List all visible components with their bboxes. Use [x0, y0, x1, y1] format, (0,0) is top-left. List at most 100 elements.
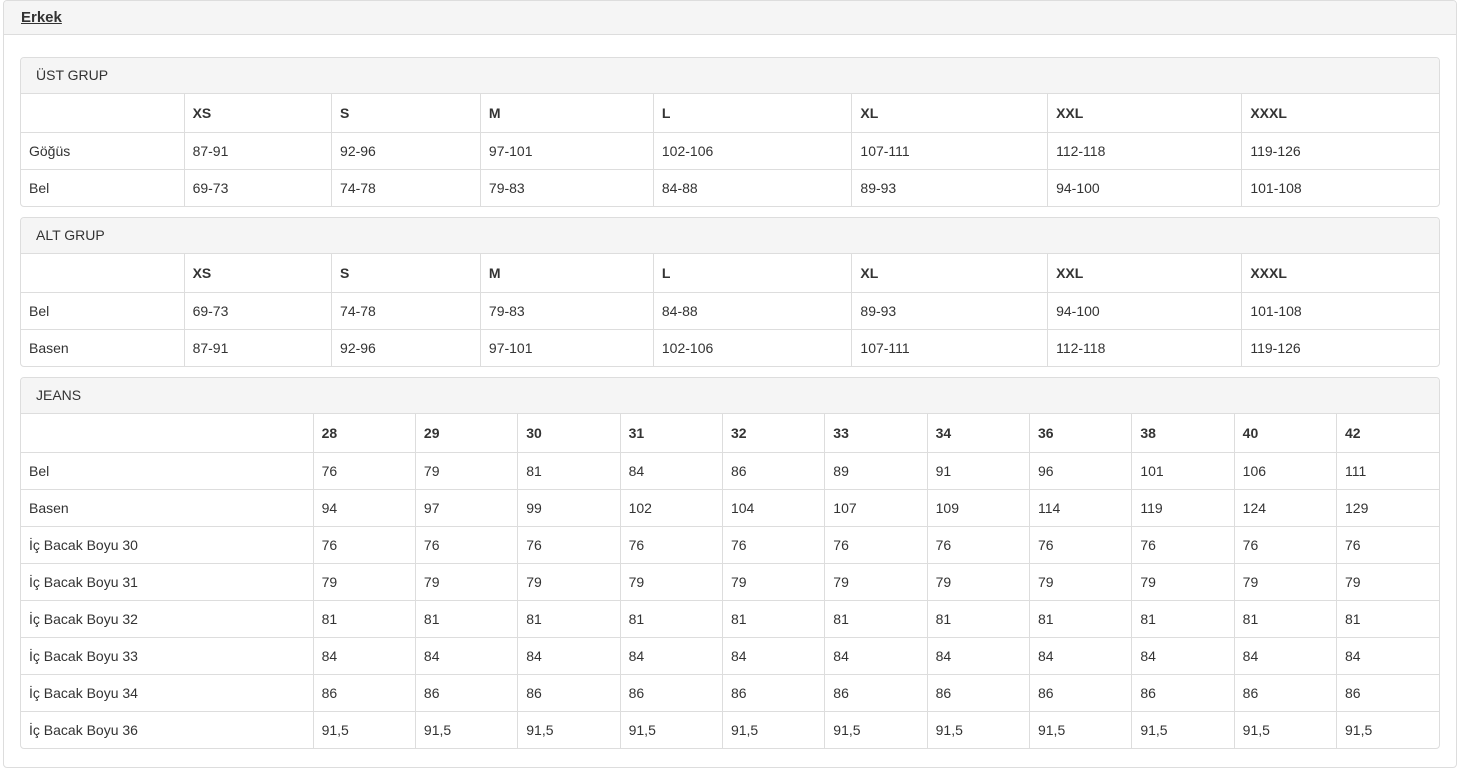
group-link-erkek[interactable]: Erkek: [21, 9, 62, 26]
size-column-header: XXXL: [1241, 93, 1440, 133]
measurement-value: 91,5: [517, 711, 621, 749]
measurement-value: 86: [1028, 674, 1133, 712]
size-table-jeans: 28 29 30 31 32 33 34 36 38 40 42 Bel 76 79 81 84 86 89 91…: [20, 413, 1440, 749]
measurement-value: 84: [312, 637, 416, 675]
measurement-value: 86: [1131, 674, 1235, 712]
measurement-value: 81: [517, 452, 621, 490]
panel-alt-grup: ALT GRUP XS S M L XL XXL XXXL Bel 69-73 74-78 79-…: [20, 217, 1440, 367]
measurement-value: 76: [721, 526, 826, 564]
panel-heading: ÜST GRUP: [21, 58, 1439, 94]
measurement-value: 99: [517, 489, 621, 527]
measurement-value: 119: [1131, 489, 1235, 527]
measurement-value: 81: [1131, 600, 1235, 638]
measurement-value: 81: [619, 600, 723, 638]
measurement-value: 81: [414, 600, 519, 638]
measurement-value: 94-100: [1047, 169, 1243, 207]
measurement-value: 81: [1233, 600, 1338, 638]
size-column-header: 30: [517, 413, 621, 453]
panel-title: ÜST GRUP: [36, 67, 109, 83]
measurement-value: 102-106: [652, 132, 853, 170]
size-column-header: XXXL: [1241, 253, 1440, 293]
measurement-value: 79: [414, 452, 519, 490]
measurement-value: 86: [414, 674, 519, 712]
measurement-label: Basen: [20, 329, 185, 367]
measurement-value: 84: [721, 637, 826, 675]
size-column-header: L: [652, 253, 853, 293]
measurement-value: 87-91: [183, 132, 333, 170]
measurement-value: 89-93: [851, 169, 1049, 207]
size-column-header: 38: [1131, 413, 1235, 453]
measurement-value: 86: [312, 674, 416, 712]
measurement-value: 81: [926, 600, 1030, 638]
measurement-value: 111: [1336, 452, 1440, 490]
measurement-value: 91,5: [926, 711, 1030, 749]
measurement-value: 114: [1028, 489, 1133, 527]
measurement-value: 86: [721, 674, 826, 712]
corner-cell: [20, 93, 185, 133]
measurement-value: 79: [721, 563, 826, 601]
measurement-value: 101: [1131, 452, 1235, 490]
measurement-label: Bel: [20, 452, 314, 490]
measurement-value: 84: [1336, 637, 1440, 675]
size-panels: ÜST GRUP XS S M L XL XXL XXXL Göğüs 87-91 92-96 9…: [4, 35, 1456, 767]
measurement-value: 92-96: [331, 132, 481, 170]
measurement-value: 76: [824, 526, 928, 564]
measurement-value: 76: [312, 526, 416, 564]
measurement-value: 91,5: [414, 711, 519, 749]
measurement-value: 84: [517, 637, 621, 675]
size-column-header: XL: [851, 93, 1049, 133]
measurement-value: 84: [824, 637, 928, 675]
measurement-row: İç Bacak Boyu 32 81 81 81 81 81 81 81 81 81 81 81: [20, 600, 1440, 638]
corner-cell: [20, 253, 185, 293]
measurement-value: 86: [517, 674, 621, 712]
size-column-header: L: [652, 93, 853, 133]
measurement-value: 91,5: [312, 711, 416, 749]
measurement-value: 124: [1233, 489, 1338, 527]
size-header-row: XS S M L XL XXL XXXL: [20, 93, 1440, 133]
measurement-value: 86: [721, 452, 826, 490]
measurement-value: 119-126: [1241, 329, 1440, 367]
measurement-label: Göğüs: [20, 132, 185, 170]
measurement-row: İç Bacak Boyu 33 84 84 84 84 84 84 84 84 84 84 84: [20, 637, 1440, 675]
measurement-value: 84-88: [652, 292, 853, 330]
measurement-value: 69-73: [183, 169, 333, 207]
panel-title: JEANS: [36, 387, 82, 403]
measurement-label: İç Bacak Boyu 32: [20, 600, 314, 638]
measurement-value: 79: [1131, 563, 1235, 601]
size-column-header: 40: [1233, 413, 1338, 453]
size-column-header: 36: [1028, 413, 1133, 453]
size-column-header: XXL: [1047, 93, 1243, 133]
corner-cell: [20, 413, 314, 453]
measurement-value: 76: [1336, 526, 1440, 564]
measurement-value: 97-101: [479, 329, 654, 367]
measurement-value: 76: [517, 526, 621, 564]
measurement-value: 129: [1336, 489, 1440, 527]
measurement-value: 79: [312, 563, 416, 601]
panel-heading: JEANS: [21, 378, 1439, 414]
measurement-value: 96: [1028, 452, 1133, 490]
size-column-header: S: [331, 253, 481, 293]
measurement-row: Bel 69-73 74-78 79-83 84-88 89-93 94-100 101-10…: [20, 292, 1440, 330]
measurement-value: 79: [517, 563, 621, 601]
measurement-label: İç Bacak Boyu 33: [20, 637, 314, 675]
size-guide-panel: Erkek ÜST GRUP XS S M L XL XXL XXXL Göğüs 87-91…: [3, 0, 1457, 768]
measurement-value: 91,5: [1336, 711, 1440, 749]
measurement-value: 86: [619, 674, 723, 712]
measurement-value: 91,5: [1028, 711, 1133, 749]
measurement-value: 79: [926, 563, 1030, 601]
measurement-value: 109: [926, 489, 1030, 527]
measurement-value: 79: [824, 563, 928, 601]
measurement-row: Basen 87-91 92-96 97-101 102-106 107-111 112-1…: [20, 329, 1440, 367]
measurement-value: 79: [619, 563, 723, 601]
size-table-ust-grup: XS S M L XL XXL XXXL Göğüs 87-91 92-96 97-101 102-…: [20, 93, 1440, 207]
size-column-header: XS: [183, 253, 333, 293]
measurement-value: 102-106: [652, 329, 853, 367]
measurement-value: 86: [926, 674, 1030, 712]
measurement-value: 84: [1131, 637, 1235, 675]
measurement-value: 76: [1233, 526, 1338, 564]
measurement-value: 91,5: [1131, 711, 1235, 749]
group-header: Erkek: [4, 1, 1456, 35]
measurement-value: 101-108: [1241, 169, 1440, 207]
measurement-value: 76: [414, 526, 519, 564]
size-column-header: M: [479, 253, 654, 293]
